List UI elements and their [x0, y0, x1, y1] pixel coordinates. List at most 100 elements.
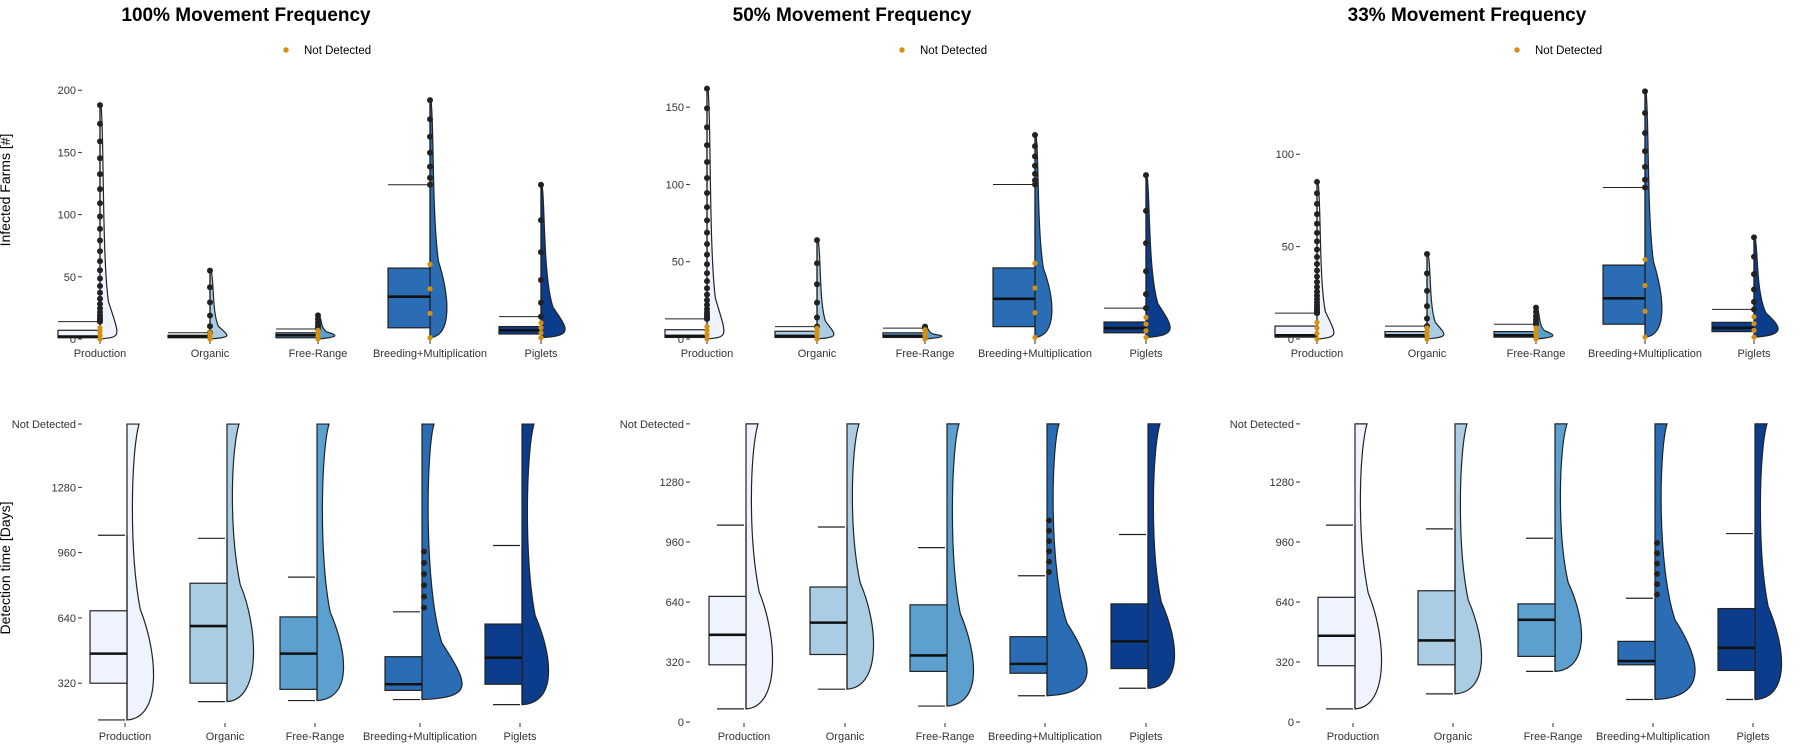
outlier-point	[1046, 569, 1052, 575]
outlier-point	[1751, 306, 1757, 313]
outlier-point	[97, 200, 103, 207]
x-tick-label: Production	[718, 731, 771, 743]
box-Organic	[1417, 590, 1456, 666]
outlier-point	[704, 204, 710, 211]
outlier-point	[1032, 153, 1038, 160]
outlier-point	[704, 142, 710, 149]
violin-Breeding+Multiplication	[1644, 90, 1663, 338]
outlier-point	[1642, 130, 1648, 137]
outlier-point	[427, 133, 433, 140]
not-detected-point	[1032, 285, 1038, 291]
outlier-point	[207, 267, 213, 274]
not-detected-point	[704, 324, 710, 330]
legend-dot	[899, 47, 905, 53]
outlier-point	[704, 158, 710, 165]
not-detected-point	[538, 325, 544, 331]
outlier-point	[814, 314, 820, 321]
not-detected-point	[1032, 310, 1038, 316]
not-detected-point	[1314, 319, 1320, 325]
outlier-point	[1533, 304, 1539, 311]
x-tick-label: Free-Range	[1507, 348, 1566, 360]
y-tick-label: Not Detected	[1230, 419, 1294, 431]
not-detected-point	[814, 336, 820, 342]
ylabel-infected-farms: Infected Farms [#]	[0, 134, 13, 247]
outlier-point	[1032, 143, 1038, 150]
outlier-point	[427, 163, 433, 170]
x-tick-label: Breeding+Multiplication	[373, 348, 487, 360]
outlier-point	[1143, 305, 1149, 312]
outlier-point	[97, 186, 103, 193]
x-tick-label: Breeding+Multiplication	[988, 731, 1102, 743]
x-tick-label: Organic	[191, 348, 230, 360]
panel-3: 320 640 960 1280 Not Detected Production Organ…	[12, 419, 550, 743]
outlier-point	[814, 237, 820, 244]
not-detected-point	[1424, 325, 1430, 331]
y-tick-label: 50	[64, 272, 76, 284]
legend-dot	[283, 47, 289, 53]
x-tick-label: Organic	[826, 731, 865, 743]
outlier-point	[1314, 220, 1320, 227]
outlier-point	[538, 299, 544, 306]
outlier-point	[814, 281, 820, 288]
outlier-point	[1642, 148, 1648, 155]
outlier-point	[704, 285, 710, 292]
legend-label: Not Detected	[920, 45, 987, 57]
outlier-point	[421, 548, 427, 555]
not-detected-point	[1314, 336, 1320, 342]
violin-Organic	[816, 239, 835, 340]
outlier-point	[1046, 517, 1052, 524]
outlier-point	[1654, 570, 1660, 577]
x-tick-label: Piglets	[503, 731, 537, 743]
outlier-point	[1314, 211, 1320, 218]
outlier-point	[1533, 309, 1539, 316]
violin-Breeding+Multiplication	[1654, 423, 1696, 701]
y-tick-label: 100	[58, 210, 76, 222]
violin-Production	[1316, 181, 1335, 340]
outlier-point	[1314, 238, 1320, 245]
violin-Organic	[209, 269, 228, 340]
outlier-point	[538, 181, 544, 188]
box-Production	[89, 610, 128, 684]
outlier-point	[704, 229, 710, 236]
y-tick-label: 100	[1276, 149, 1294, 161]
outlier-point	[421, 604, 427, 611]
outlier-point	[97, 171, 103, 178]
outlier-point	[421, 559, 427, 566]
violin-Production	[745, 423, 774, 710]
violin-Breeding+Multiplication	[1046, 423, 1088, 697]
outlier-point	[1751, 234, 1757, 241]
outlier-point	[1314, 279, 1320, 286]
not-detected-point	[427, 286, 433, 292]
not-detected-point	[704, 332, 710, 338]
y-tick-label: 960	[666, 537, 684, 549]
outlier-point	[704, 278, 710, 285]
not-detected-point	[1314, 325, 1320, 331]
outlier-point	[1032, 170, 1038, 177]
x-tick-label: Piglets	[1736, 731, 1770, 743]
legend-33: Not Detected	[1514, 45, 1602, 57]
outlier-point	[704, 301, 710, 308]
not-detected-point	[814, 332, 820, 338]
x-tick-label: Organic	[1408, 348, 1447, 360]
x-tick-label: Organic	[206, 731, 245, 743]
x-tick-label: Free-Range	[896, 348, 955, 360]
outlier-point	[1642, 184, 1648, 191]
x-tick-label: Free-Range	[286, 731, 345, 743]
violin-Piglets	[1145, 174, 1171, 339]
y-tick-label: 1280	[660, 477, 684, 489]
outlier-point	[315, 312, 321, 319]
not-detected-point	[704, 336, 710, 342]
outlier-point	[1654, 581, 1660, 588]
outlier-point	[427, 97, 433, 104]
x-tick-label: Free-Range	[1524, 731, 1583, 743]
outlier-point	[97, 237, 103, 244]
outlier-point	[1032, 162, 1038, 169]
outlier-point	[97, 258, 103, 265]
not-detected-point	[1533, 325, 1539, 331]
not-detected-point	[315, 327, 321, 333]
y-tick-label: 0	[1288, 334, 1294, 346]
outlier-point	[1424, 303, 1430, 310]
not-detected-point	[1143, 328, 1149, 334]
box-Production	[708, 595, 747, 666]
not-detected-point	[1424, 336, 1430, 342]
